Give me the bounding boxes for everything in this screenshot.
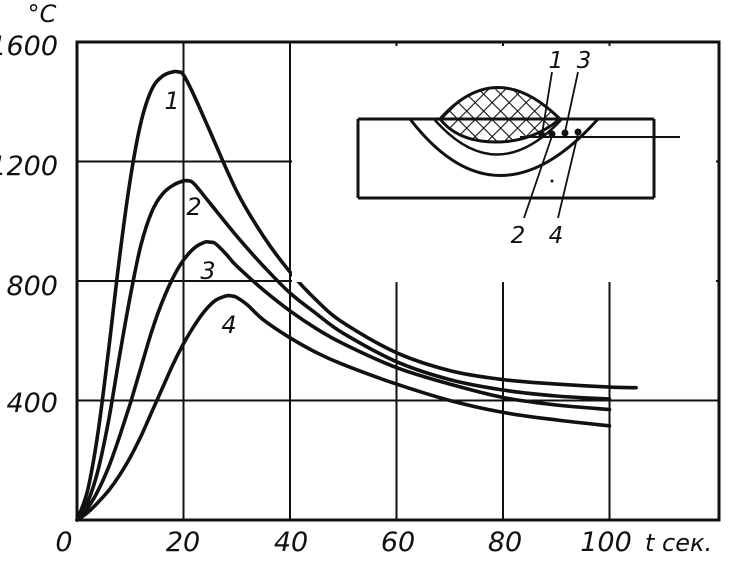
curve-label-1: 1 <box>164 87 179 115</box>
thermocouple-point-1 <box>538 131 546 139</box>
inset-label-1: 1 <box>549 48 564 74</box>
inset-label-2: 2 <box>511 223 526 249</box>
y-tick-label-1600: 1600 <box>0 31 58 62</box>
curve-series-1 <box>75 69 638 522</box>
leader-line-1 <box>541 71 553 135</box>
inset-label-4: 4 <box>549 223 564 249</box>
x-tick-label-40: 40 <box>274 527 308 558</box>
curve-series-2 <box>75 178 612 522</box>
y-tick-label-400: 400 <box>6 388 58 419</box>
inset-label-3: 3 <box>577 48 592 74</box>
inset-background <box>292 46 716 282</box>
curve-labels: 1 2 3 4 <box>164 87 236 339</box>
curve-label-2: 2 <box>186 193 201 221</box>
curve-label-4: 4 <box>221 311 236 339</box>
y-tick-label-1200: 1200 <box>0 151 58 182</box>
leader-line-4 <box>557 133 579 219</box>
thermocouple-point-3 <box>561 129 569 137</box>
temperature-curves <box>75 69 638 522</box>
chart-frame <box>75 40 721 522</box>
thermocouple-point-4 <box>574 128 582 136</box>
plot-frame <box>75 40 721 522</box>
fusion-boundary <box>433 118 563 156</box>
curve-label-3: 3 <box>200 257 215 285</box>
thermocouple-point-2 <box>548 130 556 138</box>
weld-bead <box>438 86 563 144</box>
x-tick-label-60: 60 <box>381 527 415 558</box>
x-tick-label-100: 100 <box>580 527 632 558</box>
y-axis-unit-label: °C <box>28 0 57 28</box>
x-tick-label-20: 20 <box>166 527 200 558</box>
inset-speck <box>550 179 554 183</box>
curve-series-3 <box>75 239 612 522</box>
y-tick-label-800: 800 <box>6 271 58 302</box>
x-axis-unit-label: t сек. <box>645 529 712 557</box>
x-tick-label-80: 80 <box>488 527 522 558</box>
leader-line-3 <box>564 71 579 133</box>
x-tick-label-0: 0 <box>55 527 72 558</box>
y-axis-tick-labels: 400 800 1200 1600 <box>0 31 58 419</box>
heat-affected-zone <box>408 117 600 177</box>
weld-cross-section-inset: 1 3 2 4 <box>292 46 716 282</box>
leader-line-2 <box>523 135 553 219</box>
curve-series-4 <box>75 293 612 522</box>
x-axis-tick-labels: 0 20 40 60 80 100 <box>55 527 631 558</box>
